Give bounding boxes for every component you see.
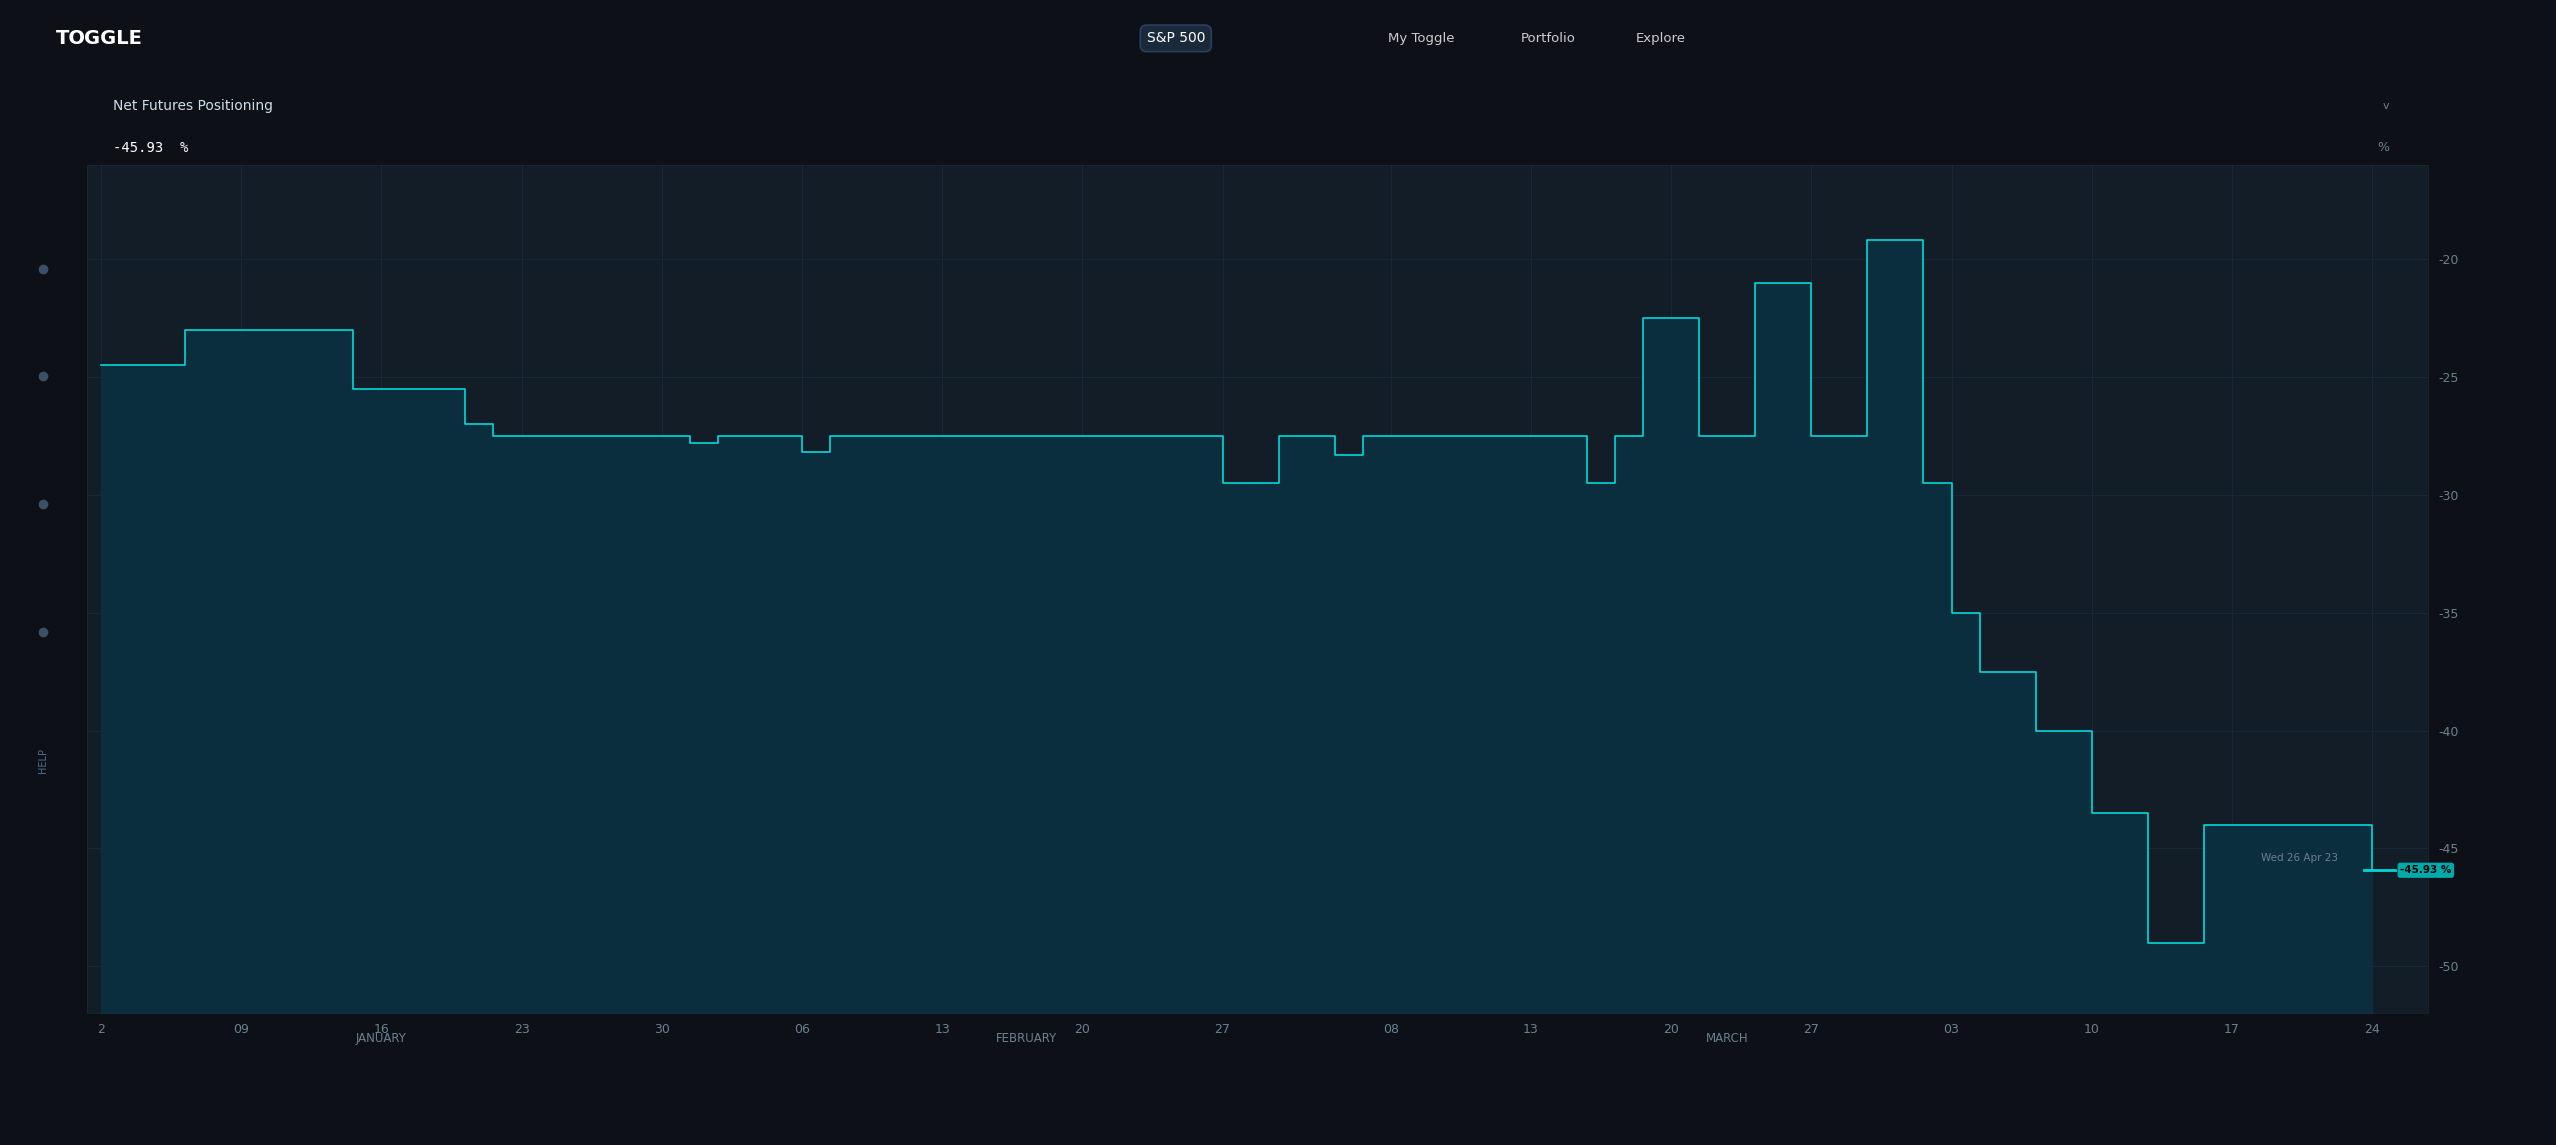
Text: v: v [2382, 102, 2390, 111]
Text: Explore: Explore [1636, 32, 1687, 45]
Text: -45.93 %: -45.93 % [2400, 866, 2451, 875]
Text: -45.93  %: -45.93 % [112, 141, 189, 155]
Text: Portfolio: Portfolio [1521, 32, 1574, 45]
Text: JANUARY: JANUARY [355, 1032, 406, 1045]
Text: TO: TO [56, 29, 87, 48]
Text: My Toggle: My Toggle [1388, 32, 1454, 45]
Text: Net Futures Positioning: Net Futures Positioning [112, 100, 273, 113]
Text: GGLE: GGLE [84, 29, 143, 48]
Text: %: % [2377, 141, 2390, 155]
Text: MARCH: MARCH [1705, 1032, 1748, 1045]
Text: HELP: HELP [38, 748, 49, 773]
Text: Wed 26 Apr 23: Wed 26 Apr 23 [2262, 853, 2339, 863]
Text: FEBRUARY: FEBRUARY [997, 1032, 1056, 1045]
Text: S&P 500: S&P 500 [1148, 31, 1204, 46]
